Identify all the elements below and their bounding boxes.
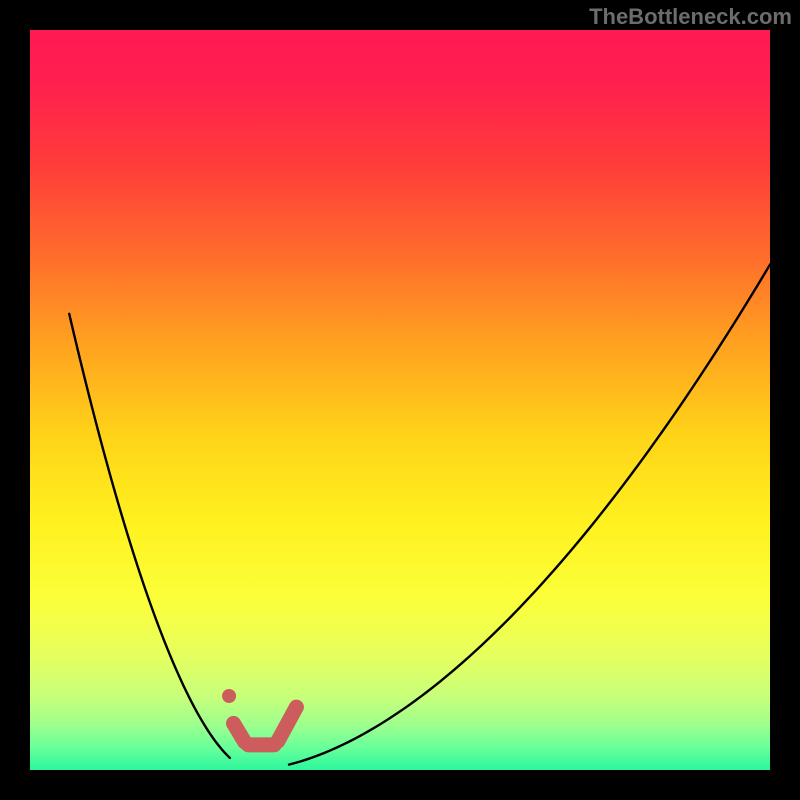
chart-frame: TheBottleneck.com <box>0 0 800 800</box>
watermark-text: TheBottleneck.com <box>589 4 792 30</box>
gradient-background <box>30 30 770 770</box>
valley-segment-0 <box>234 723 245 742</box>
valley-lone-dot <box>222 689 236 703</box>
bottleneck-chart <box>0 0 800 800</box>
